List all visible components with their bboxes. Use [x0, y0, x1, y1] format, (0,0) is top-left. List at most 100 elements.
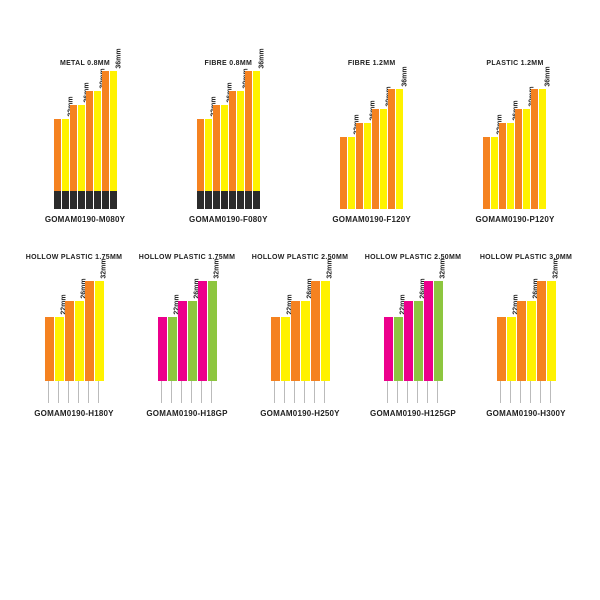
bar: 22mm — [271, 263, 280, 403]
bar-stem — [284, 381, 286, 403]
bar-body — [527, 301, 536, 381]
bar: 32mm — [85, 263, 94, 403]
bar-body — [356, 123, 363, 209]
bar-stem — [78, 381, 80, 403]
group-title: METAL 0.8MM — [60, 60, 110, 67]
bar-body — [523, 109, 530, 209]
bar-body — [55, 317, 64, 381]
bar — [78, 69, 85, 209]
bar-body — [75, 301, 84, 381]
bar-body — [388, 89, 395, 209]
bar-stem — [397, 381, 399, 403]
bar-body — [197, 119, 204, 191]
bar: 22mm — [45, 263, 54, 403]
bar: 30mm — [372, 69, 379, 209]
bar: 36mm — [102, 69, 109, 209]
bar-body — [70, 105, 77, 191]
bar: 26mm — [291, 263, 300, 403]
bar: 32mm — [311, 263, 320, 403]
bar-body — [394, 317, 403, 381]
bar-body — [85, 281, 94, 381]
bar-body — [497, 317, 506, 381]
bar-label: 36mm — [115, 48, 122, 68]
row-1: METAL 0.8MM22mm26mm30mm36mmGOMAM0190-M08… — [20, 60, 580, 224]
bar-base — [70, 191, 77, 209]
bar-stem — [211, 381, 213, 403]
sku-label: GOMAM0190-H125GP — [370, 409, 456, 418]
bar-stem — [500, 381, 502, 403]
bar: 26mm — [65, 263, 74, 403]
bar-base — [237, 191, 244, 209]
bar-body — [271, 317, 280, 381]
bar-body — [158, 317, 167, 381]
bar-body — [515, 109, 522, 209]
bar — [237, 69, 244, 209]
bar — [491, 69, 498, 209]
bar-stem — [324, 381, 326, 403]
bars-container: 22mm 26mm 32mm — [45, 263, 104, 403]
bar-body — [178, 301, 187, 381]
bar-body — [54, 119, 61, 191]
bar-body — [483, 137, 490, 209]
row-2: HOLLOW PLASTIC 1.75MM22mm26mm32mmGOMAM01… — [20, 254, 580, 418]
bar — [348, 69, 355, 209]
bar-stem — [314, 381, 316, 403]
bar-body — [424, 281, 433, 381]
bar-base — [253, 191, 260, 209]
bar-stem — [294, 381, 296, 403]
bar-body — [62, 119, 69, 191]
group-title: HOLLOW PLASTIC 2.50MM — [252, 254, 349, 261]
bar-body — [434, 281, 443, 381]
product-group: HOLLOW PLASTIC 1.75MM22mm26mm32mmGOMAM01… — [20, 254, 128, 418]
bar — [507, 263, 516, 403]
bar — [301, 263, 310, 403]
bar — [507, 69, 514, 209]
bar-stem — [407, 381, 409, 403]
bar-base — [54, 191, 61, 209]
bar-body — [86, 91, 93, 191]
bars-container: 22mm26mm32mm — [384, 263, 443, 403]
bar-body — [396, 89, 403, 209]
bar-stem — [201, 381, 203, 403]
bar-body — [291, 301, 300, 381]
bar-stem — [437, 381, 439, 403]
bar-body — [253, 71, 260, 191]
bar-base — [86, 191, 93, 209]
bar-stem — [191, 381, 193, 403]
bar — [208, 263, 217, 403]
bar: 30mm — [229, 69, 236, 209]
product-group: HOLLOW PLASTIC 1.75MM22mm26mm32mmGOMAM01… — [133, 254, 241, 418]
bar-body — [168, 317, 177, 381]
bar — [414, 263, 423, 403]
bar: 36mm — [245, 69, 252, 209]
sku-label: GOMAM0190-P120Y — [475, 215, 554, 224]
bar: 30mm — [86, 69, 93, 209]
product-group: FIBRE 0.8MM22mm26mm30mm36mmGOMAM0190-F08… — [163, 60, 293, 224]
bar-body — [110, 71, 117, 191]
group-title: HOLLOW PLASTIC 2.50MM — [365, 254, 462, 261]
bar: 26mm — [404, 263, 413, 403]
bar — [62, 69, 69, 209]
bar-stem — [387, 381, 389, 403]
bar-body — [281, 317, 290, 381]
bar — [168, 263, 177, 403]
bar: 32mm — [424, 263, 433, 403]
bar-body — [94, 91, 101, 191]
bar — [523, 69, 530, 209]
bar-body — [102, 71, 109, 191]
bar-body — [507, 317, 516, 381]
bar-base — [78, 191, 85, 209]
bar-stem — [58, 381, 60, 403]
page: METAL 0.8MM22mm26mm30mm36mmGOMAM0190-M08… — [0, 0, 600, 488]
bar — [539, 69, 546, 209]
bar: 36mm — [388, 69, 395, 209]
bar — [380, 69, 387, 209]
bar-base — [213, 191, 220, 209]
sku-label: GOMAM0190-H300Y — [486, 409, 565, 418]
bar-body — [311, 281, 320, 381]
bar — [55, 263, 64, 403]
bar — [434, 263, 443, 403]
bar-body — [229, 91, 236, 191]
bar-body — [213, 105, 220, 191]
sku-label: GOMAM0190-H18GP — [146, 409, 227, 418]
